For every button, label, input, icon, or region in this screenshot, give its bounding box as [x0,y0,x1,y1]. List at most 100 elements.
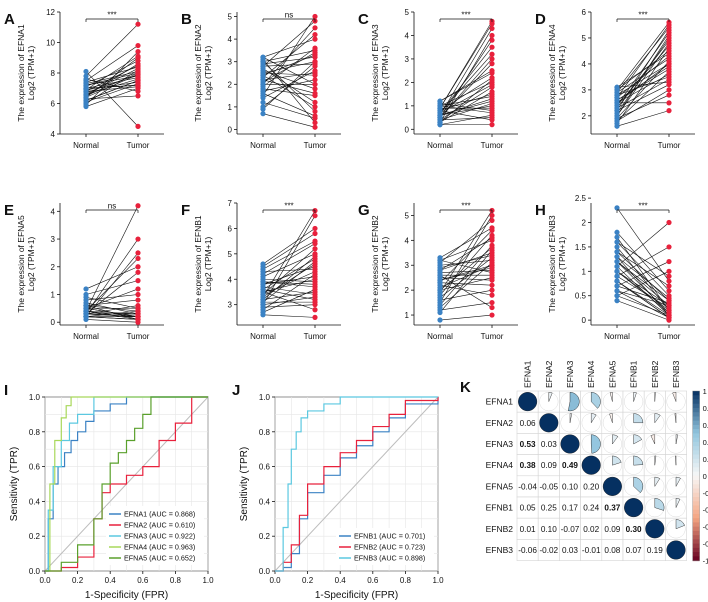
colorbar-segment [692,543,700,549]
pair-line [439,21,493,109]
pair-line [85,266,139,290]
col-label: EFNB2 [650,360,660,388]
tumor-point [489,82,495,88]
y-tick-label: 0.4 [259,497,271,506]
x-tick-label: 0.6 [137,576,149,585]
normal-point [437,309,443,316]
pair-line [262,248,316,295]
tumor-point [135,250,141,256]
y-tick-label: 1 [582,267,587,276]
normal-point [437,304,443,311]
panel-letter-b: B [181,11,192,28]
colorbar-segment [692,530,700,536]
colorbar-segment [692,547,700,553]
pair-line [616,84,670,111]
x-tick-label: 0.4 [335,576,347,585]
panel-letter-i: I [4,382,8,399]
colorbar-segment [692,450,700,456]
corr-value: 0.24 [583,504,599,513]
y-tick-label: 0.2 [29,532,41,541]
pair-line [85,205,139,312]
tumor-point [312,120,318,126]
tumor-point [489,299,495,306]
pair-line [616,271,670,306]
pair-line [439,39,493,118]
pair-line [262,79,316,94]
tumor-point [489,292,495,298]
pair-line [85,305,139,312]
panel-e: E 0 1 2 3 4 Normal Tumor The expression of EFNA5… [4,202,164,341]
normal-point [614,263,620,270]
colorbar-segment [692,416,700,422]
colorbar-segment [692,535,700,540]
normal-point [437,287,443,293]
pair-line [439,257,493,298]
pair-line [439,98,493,116]
y-tick-label: 0 [582,316,587,325]
legend-label: EFNA1 (AUC = 0.868) [124,510,195,519]
x-label-normal: Normal [73,141,99,150]
pair-line [85,238,139,315]
pair-line [439,79,493,123]
tumor-point [135,255,141,262]
tumor-point [489,32,495,39]
colorbar-frame [692,390,700,561]
tumor-point [666,283,672,289]
tumor-point [489,277,495,283]
corr-value: 0.37 [604,504,620,513]
tumor-point [666,302,672,309]
y-tick-label: 4 [405,236,410,245]
tumor-point [666,219,672,226]
x-axis-title: 1-Specificity (FPR) [315,590,398,601]
pair-line [616,89,670,122]
col-label: EFNB3 [671,360,681,388]
panel-j: J 0.0 0.2 0.4 0.6 0.8 1.0 0.0 0.2 0.4 0.6 0.8 1.0 1-S… [232,382,444,601]
normal-point [614,100,620,106]
normal-point [260,63,266,69]
corr-value: 0.38 [520,461,536,470]
pair-line [439,227,493,259]
tumor-point [312,90,318,96]
tumor-point [489,287,495,293]
pair-line [616,251,670,301]
y-tick-label: 1.0 [259,393,271,402]
tumor-point [489,96,495,102]
x-label-tumor: Tumor [658,332,681,341]
tumor-point [312,230,318,237]
y-axis-title: The expression of EFNB2 [370,215,380,313]
normal-point [614,84,620,90]
pair-line [616,271,670,296]
corr-pie [675,498,681,508]
tumor-point [312,104,318,110]
tumor-point [312,25,318,31]
tumor-point [489,255,495,261]
y-tick-label: 2 [228,80,233,89]
colorbar-segment [692,513,700,519]
corr-value: 0.20 [583,482,599,491]
sig-label: ns [108,202,116,211]
colorbar-tick-label: 0.6 [703,421,708,430]
x-tick-label: 0.0 [269,576,281,585]
row-label: EFNB2 [486,524,514,534]
y-axis-title: Sensitivity (TPR) [239,447,250,521]
normal-point [260,81,266,87]
corr-value: 0.09 [541,461,557,470]
tumor-point [666,48,672,54]
normal-point [83,85,89,91]
normal-point [437,257,443,263]
corr-pie [666,540,686,560]
corr-value: 0.25 [541,504,557,513]
colorbar-tick-label: -0.4 [703,506,708,515]
pair-line [439,259,493,274]
pair-line [439,63,493,118]
corr-value: -0.06 [518,546,537,555]
pair-line [262,54,316,76]
pair-line [439,70,493,102]
normal-point [437,317,443,323]
tumor-point [135,305,141,311]
y-tick-label: 7 [228,199,233,208]
pair-line [85,280,139,295]
pair-line [439,259,493,266]
tumor-point [135,82,141,88]
tumor-point [135,21,141,27]
